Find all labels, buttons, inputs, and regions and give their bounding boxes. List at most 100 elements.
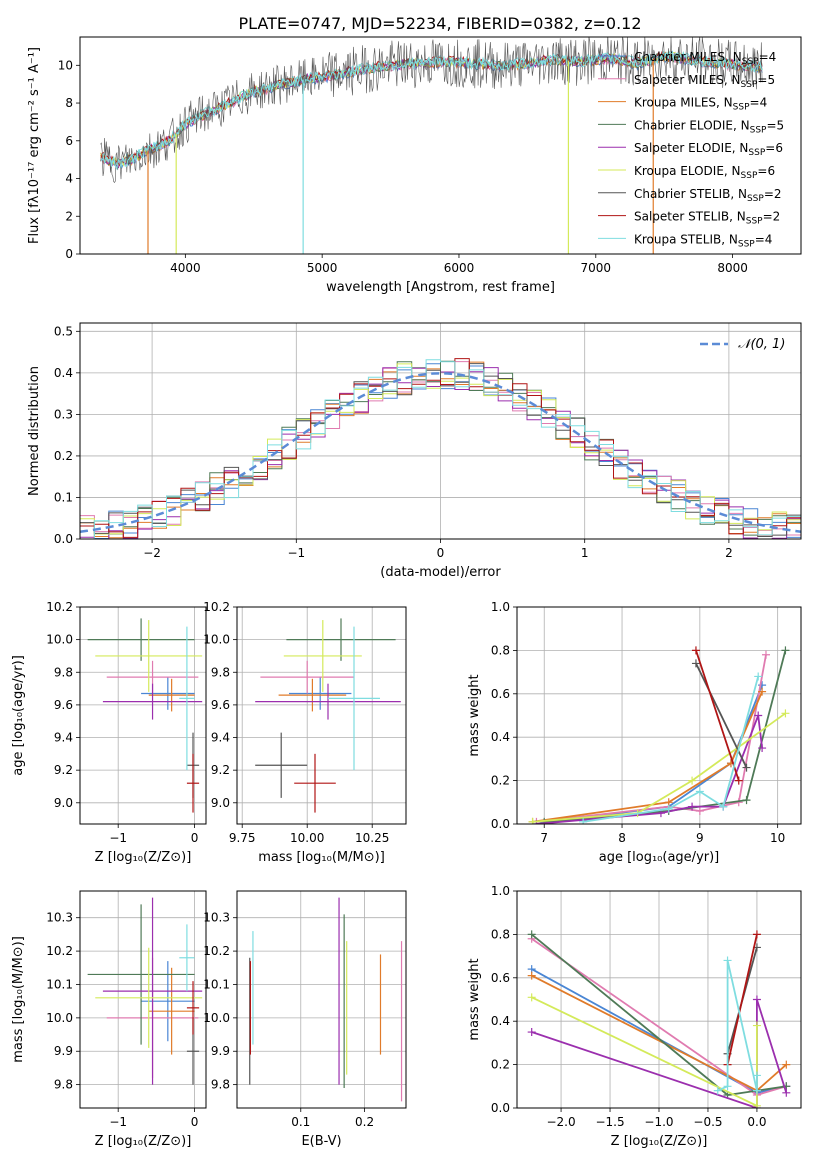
x-axis-label: Z [log₁₀(Z/Z⊙)]: [95, 1134, 192, 1149]
y-axis-label: age [log₁₀(age/yr)]: [11, 655, 26, 776]
y-tick-label: 9.0: [211, 796, 230, 810]
x-tick-label: −2: [143, 546, 161, 560]
point-marker: [688, 776, 697, 785]
point-marker: [695, 787, 704, 796]
y-tick-label: 0.8: [491, 643, 510, 657]
y-tick-label: 2: [65, 209, 73, 223]
x-tick-label: −1.5: [595, 1115, 624, 1129]
legend-label: Kroupa STELIB, NSSP=4: [634, 232, 772, 249]
axes-frame: [79, 36, 802, 255]
y-tick-label: 0.0: [491, 817, 510, 831]
x-tick-label: 9.75: [229, 831, 256, 845]
y-tick-label: 0.2: [491, 1058, 510, 1072]
point-marker: [528, 817, 537, 824]
y-tick-label: 4: [65, 172, 73, 186]
x-tick-label: 0.2: [355, 1115, 374, 1129]
chart-age_vs_mass: 9.75 10.00 10.25 9.0 9.2 9.4 9.6 9.8 10.0 10.2 mas…: [203, 600, 407, 865]
x-axis-label: Z [log₁₀(Z/Z⊙)]: [95, 850, 192, 865]
point-marker: [719, 802, 728, 811]
legend-label: Chabrier ELODIE, NSSP=5: [634, 118, 784, 135]
point-marker: [754, 711, 763, 720]
y-tick-label: 10.2: [203, 944, 230, 958]
chart-weight_vs_age: 7 8 9 10 0.0 0.2 0.4 0.6 0.8 1.0 age [log₁₀(age/yr…: [467, 600, 802, 865]
x-tick-label: 0.0: [747, 1115, 766, 1129]
y-tick-label: 10.0: [203, 1011, 230, 1025]
y-tick-label: 0.4: [54, 366, 73, 380]
y-tick-label: 9.6: [211, 698, 230, 712]
point-marker: [664, 804, 673, 813]
axes-frame: [79, 890, 207, 1109]
point-marker: [758, 744, 767, 753]
chart-mass_vs_Z: −1 0 9.8 9.9 10.0 10.1 10.2 10.3 Z [log₁₀(Z/Z⊙)]…: [11, 890, 207, 1149]
point-marker: [742, 796, 751, 805]
x-tick-label: 7: [540, 831, 548, 845]
point-marker: [713, 1086, 722, 1095]
plot-area: [517, 891, 801, 1108]
y-axis-label: Flux [fλ10⁻¹⁷ erg cm⁻² s⁻¹ A⁻¹]: [27, 47, 42, 244]
series-line-8: [582, 676, 760, 823]
chart-spectrum: 4000 5000 6000 7000 8000 0 2 4 6 8 10 wavelength [A…: [27, 36, 802, 295]
spectrum-line-6: [100, 37, 763, 184]
point-marker: [695, 806, 704, 815]
x-axis-label: (data-model)/error: [380, 565, 501, 580]
y-tick-label: 0: [65, 247, 73, 261]
point-marker: [527, 993, 536, 1002]
y-tick-label: 1.0: [491, 884, 510, 898]
y-tick-label: 9.9: [211, 1044, 230, 1058]
y-tick-label: 9.4: [54, 731, 73, 745]
series-line-6: [695, 663, 748, 768]
x-axis-label: Z [log₁₀(Z/Z⊙)]: [611, 1134, 708, 1149]
plot-area: [237, 607, 406, 824]
x-tick-label: 10.25: [355, 831, 389, 845]
y-tick-label: 1.0: [491, 600, 510, 614]
y-tick-label: 6: [65, 134, 73, 148]
point-marker: [723, 956, 732, 965]
x-tick-label: 8: [618, 831, 626, 845]
y-tick-label: 10.3: [203, 911, 230, 925]
point-marker: [527, 1028, 536, 1037]
legend-label: Chabrier MILES, NSSP=4: [634, 50, 776, 67]
axes-frame: [236, 606, 407, 825]
chart-mass_vs_ebv: 0.1 0.2 9.8 9.9 10.0 10.1 10.2 10.3 E(B-V): [203, 890, 407, 1149]
x-tick-label: 7000: [581, 261, 612, 275]
axes-frame: [516, 606, 802, 825]
point-marker: [758, 687, 767, 696]
spectrum-line-8: [100, 50, 763, 171]
x-tick-label: 10: [770, 831, 785, 845]
chart-weight_vs_Z: −2.0 −1.5 −1.0 −0.5 0.0 0.0 0.2 0.4 0.6 0.8 1.0 Z […: [467, 884, 802, 1149]
y-tick-label: 0.3: [54, 407, 73, 421]
figure-title: PLATE=0747, MJD=52234, FIBERID=0382, z=0…: [238, 14, 641, 33]
point-marker: [761, 650, 770, 659]
point-marker: [723, 1082, 732, 1091]
series-line-7: [726, 934, 758, 1065]
y-tick-label: 0.2: [54, 449, 73, 463]
y-tick-label: 10.2: [203, 600, 230, 614]
point-marker: [691, 646, 700, 655]
y-tick-label: 9.6: [54, 698, 73, 712]
plot-area: [100, 37, 763, 254]
y-tick-label: 9.0: [54, 796, 73, 810]
point-marker: [752, 1071, 761, 1080]
y-tick-label: 10.1: [46, 977, 73, 991]
axes-frame: [516, 890, 802, 1109]
y-tick-label: 0.5: [54, 324, 73, 338]
legend-label: Salpeter ELODIE, NSSP=6: [634, 141, 783, 158]
y-tick-label: 0.6: [491, 971, 510, 985]
point-marker: [781, 709, 790, 718]
series-line-2: [532, 691, 763, 823]
x-axis-label: mass [log₁₀(M/M⊙)]: [258, 850, 385, 865]
legend-label: Salpeter STELIB, NSSP=2: [634, 210, 780, 227]
point-marker: [752, 995, 761, 1004]
y-tick-label: 0.1: [54, 490, 73, 504]
x-tick-label: −0.5: [693, 1115, 722, 1129]
axes-frame: [79, 322, 802, 540]
x-tick-label: −1: [287, 546, 305, 560]
histogram-7: [80, 358, 801, 539]
x-tick-label: −2.0: [546, 1115, 575, 1129]
x-tick-label: 4000: [170, 261, 201, 275]
point-marker: [752, 1086, 761, 1095]
plot-area: [237, 891, 406, 1108]
chart-residuals: −2 −1 0 1 2 0.0 0.1 0.2 0.3 0.4 0.5 (data-model)/er…: [27, 322, 802, 580]
point-marker: [579, 817, 588, 824]
